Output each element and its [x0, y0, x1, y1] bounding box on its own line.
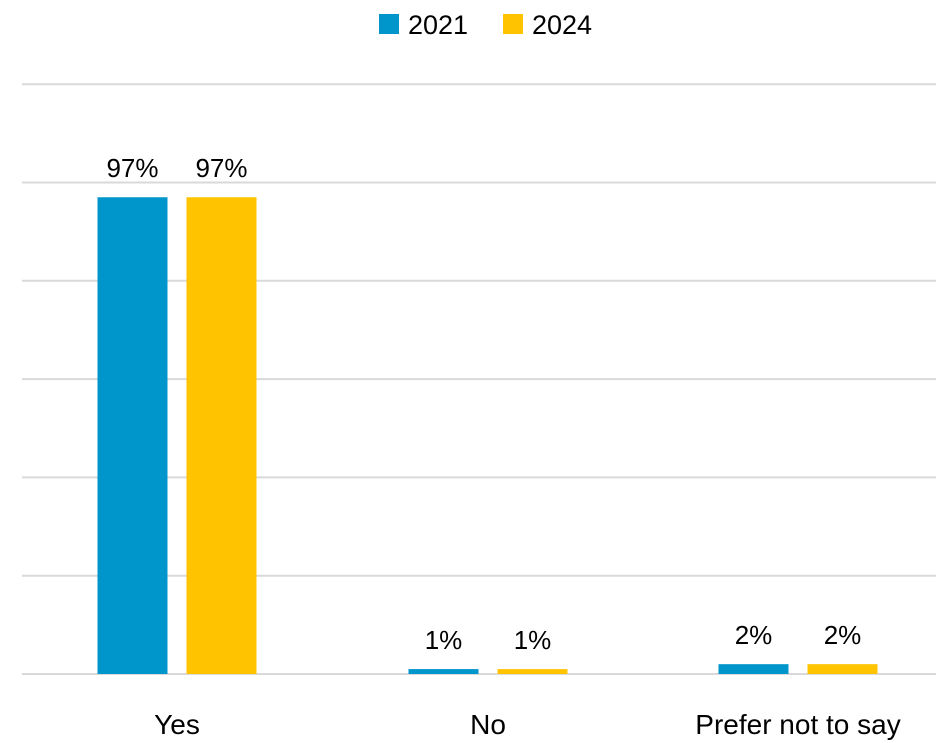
legend-swatch-2024: [503, 14, 523, 34]
bar-2024-yes: [186, 197, 257, 674]
legend-swatch-2021: [379, 14, 399, 34]
bar-2024-no: [497, 669, 568, 674]
legend: 2021 2024: [379, 10, 592, 40]
legend-label-2021: 2021: [408, 10, 468, 40]
x-tick-label-no: No: [470, 709, 506, 740]
bar-2021-prefer-not-to-say: [718, 664, 789, 674]
bar-2021-no: [408, 669, 479, 674]
gridlines: [22, 83, 936, 675]
x-tick-label-prefer-not-to-say: Prefer not to say: [695, 709, 900, 740]
data-label-2021-yes: 97%: [106, 153, 158, 183]
data-label-2021-no: 1%: [425, 625, 463, 655]
data-label-2024-no: 1%: [514, 625, 552, 655]
x-tick-label-yes: Yes: [154, 709, 200, 740]
x-axis-tick-labels: Yes No Prefer not to say: [154, 709, 901, 740]
bars: [97, 197, 878, 674]
bar-2021-yes: [97, 197, 168, 674]
data-label-2021-prefer-not-to-say: 2%: [735, 620, 773, 650]
legend-label-2024: 2024: [532, 10, 592, 40]
bar-2024-prefer-not-to-say: [807, 664, 878, 674]
data-label-2024-yes: 97%: [195, 153, 247, 183]
data-labels: 97% 1% 2% 97% 1% 2%: [106, 153, 861, 655]
data-label-2024-prefer-not-to-say: 2%: [824, 620, 862, 650]
